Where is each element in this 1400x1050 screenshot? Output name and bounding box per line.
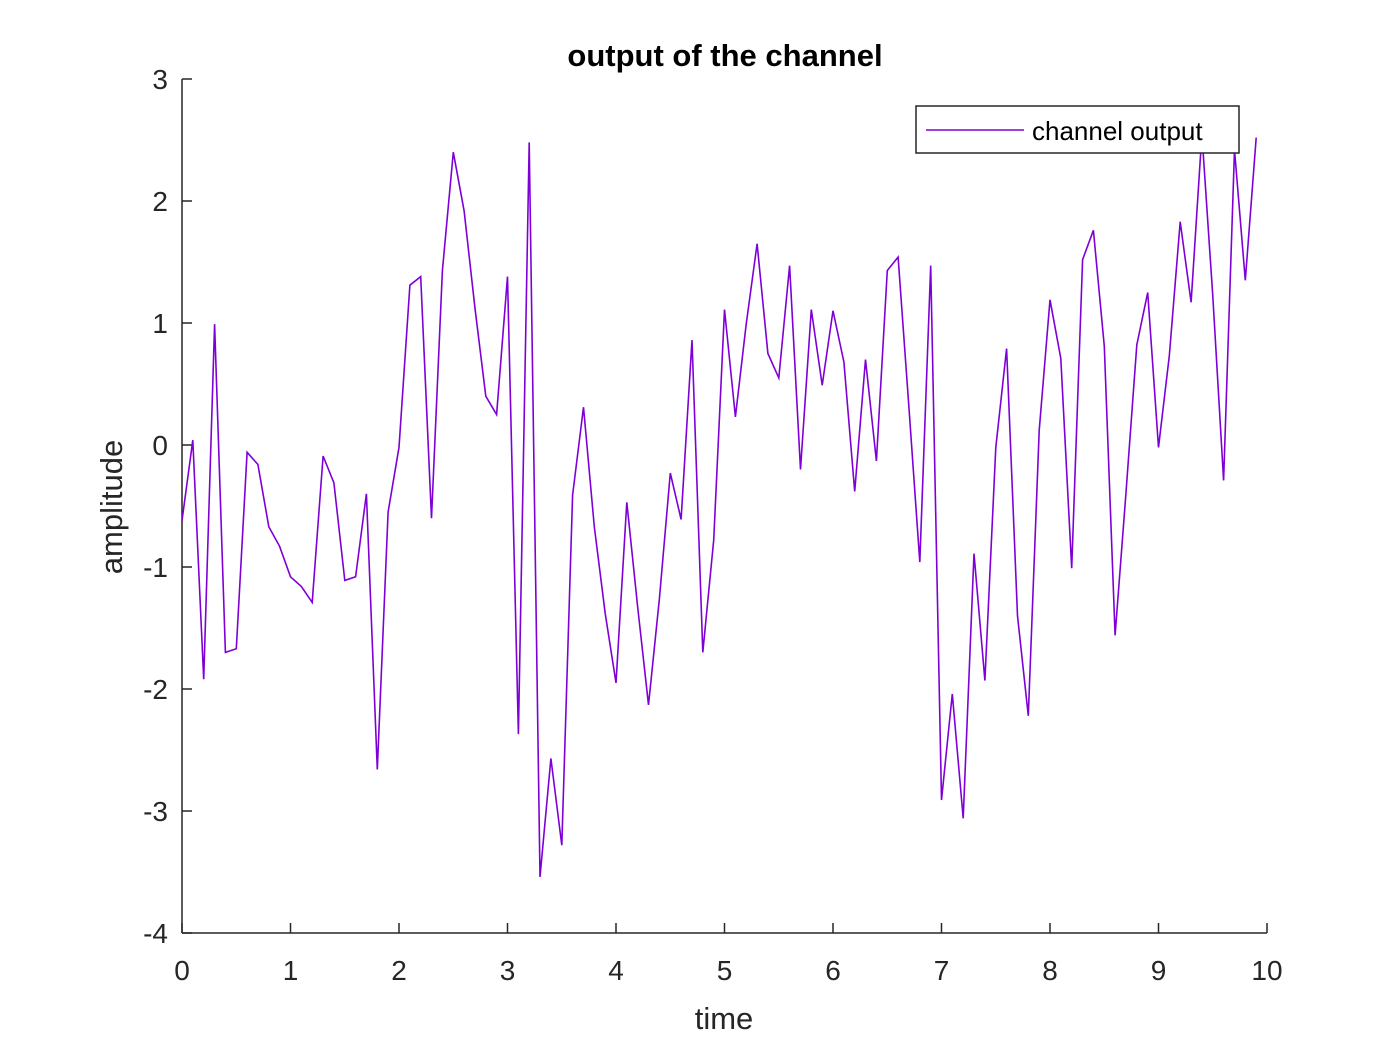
x-tick-label: 10	[1251, 955, 1282, 986]
axes: 0 1 2 3 4 5 6 7 8 9 10 -4 -3 -2 -1 0 1 2 3	[143, 64, 1282, 986]
series-line-channel-output	[181, 133, 1257, 877]
y-tick-label: -4	[143, 918, 168, 949]
x-tick-label: 3	[500, 955, 516, 986]
chart-title: output of the channel	[567, 38, 882, 73]
x-tick-label: 9	[1151, 955, 1167, 986]
x-tick-label: 1	[283, 955, 299, 986]
legend: channel output	[915, 105, 1240, 154]
y-axis-label: amplitude	[94, 440, 129, 574]
x-tick-label: 2	[391, 955, 407, 986]
x-axis-label: time	[695, 1001, 754, 1036]
y-tick-label: -3	[143, 796, 168, 827]
x-tick-label: 8	[1042, 955, 1058, 986]
x-tick-label: 6	[825, 955, 841, 986]
y-tick-label: -1	[143, 552, 168, 583]
y-tick-label: -2	[143, 674, 168, 705]
x-tick-label: 0	[174, 955, 190, 986]
x-tick-label: 4	[608, 955, 624, 986]
series-group	[181, 133, 1257, 877]
y-tick-label: 3	[152, 64, 168, 95]
x-tick-label: 5	[717, 955, 733, 986]
legend-label-channel-output: channel output	[1032, 116, 1203, 146]
y-tick-label: 1	[152, 308, 168, 339]
y-tick-label: 0	[152, 430, 168, 461]
x-tick-label: 7	[934, 955, 950, 986]
y-tick-label: 2	[152, 186, 168, 217]
